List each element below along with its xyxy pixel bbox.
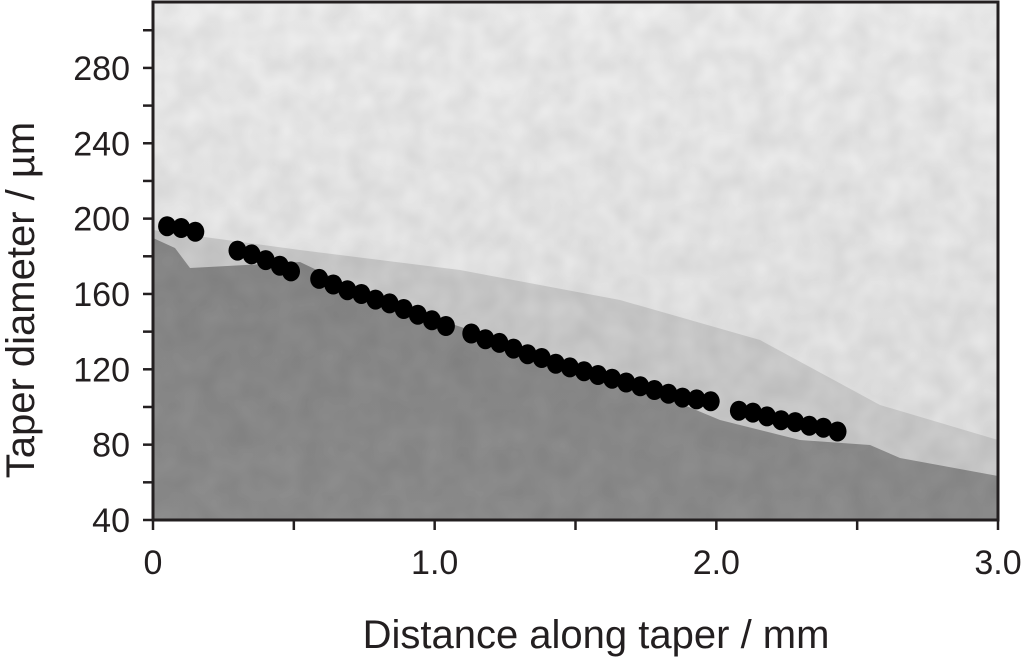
data-point [758,406,776,427]
data-point [546,353,565,374]
data-point [659,383,678,404]
data-point [617,372,636,393]
data-point [228,240,247,261]
data-point [645,380,664,400]
data-point [310,268,329,289]
data-point [186,221,205,242]
data-point [338,280,357,301]
data-point [366,289,385,310]
data-point [673,387,692,408]
data-point [786,412,805,433]
y-tick-label: 80 [92,427,130,465]
data-point [743,402,762,423]
data-point [158,216,177,237]
y-tick-label: 160 [73,276,130,314]
data-point [687,389,706,410]
data-point [504,338,523,359]
y-axis-title: Taper diameter / µm [0,122,43,479]
x-axis: 0 1.0 2.0 3.0 [144,520,1022,582]
y-tick-label: 240 [73,125,130,163]
data-point [772,410,791,431]
y-axis: 40 80 120 160 200 240 280 [73,29,153,540]
data-point [408,304,427,325]
data-point [394,299,413,319]
y-tick-label: 200 [73,201,130,239]
x-tick-label: 1.0 [411,544,458,582]
data-point [575,361,593,382]
data-point [324,274,343,295]
data-point [242,244,261,265]
data-point [436,316,455,336]
data-point [589,365,607,385]
background-texture [153,2,998,520]
x-tick-label: 3.0 [974,544,1021,582]
data-point [800,415,819,436]
y-tick-label: 40 [92,502,130,540]
plot-area [153,2,998,520]
data-point [282,261,300,282]
data-points [158,216,847,442]
x-tick-label: 0 [144,544,163,582]
data-point [462,323,481,344]
data-point [422,310,441,331]
data-point [518,344,537,365]
data-point [490,332,509,353]
data-point [828,421,847,442]
data-point [352,284,371,304]
x-axis-title: Distance along taper / mm [363,613,830,657]
x-tick-label: 2.0 [693,544,740,582]
data-point [560,357,579,378]
data-point [532,348,551,368]
data-point [701,391,720,412]
data-point [729,400,748,421]
data-point [256,250,275,271]
data-point [172,218,191,238]
y-tick-label: 280 [73,50,130,88]
data-point [603,368,622,389]
data-point [631,376,650,397]
data-point [380,293,399,314]
y-tick-label: 120 [73,351,130,389]
data-point [476,329,495,350]
data-point [814,417,833,438]
